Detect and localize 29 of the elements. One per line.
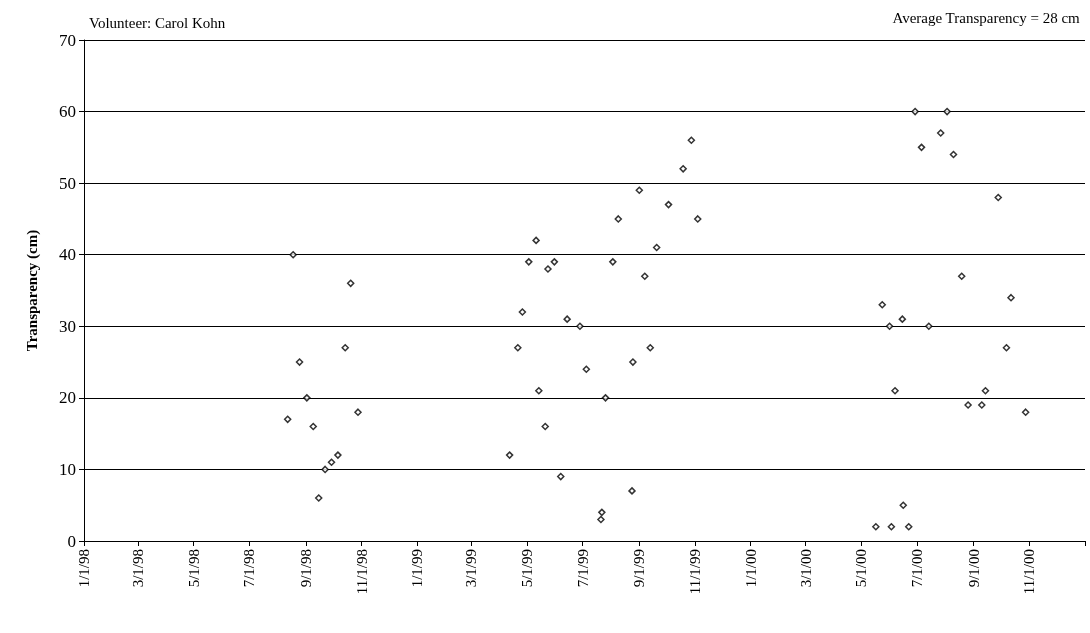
y-tick-label: 40 [59, 245, 76, 265]
y-tick-label: 10 [59, 459, 76, 479]
y-tick-label: 20 [59, 388, 76, 408]
x-tick-label: 1/1/99 [409, 549, 426, 588]
text: Average Transparency = 28 cm [892, 9, 1081, 26]
x-tick-label: 1/1/98 [76, 549, 92, 588]
chart-title: Volunteer: Carol Kohn [89, 14, 226, 31]
y-tick-label: 0 [67, 531, 76, 551]
y-tick-label: 60 [59, 102, 76, 122]
x-tick-label: 7/1/99 [574, 549, 591, 588]
x-tick-label: 3/1/99 [463, 549, 480, 588]
y-tick-label: 70 [59, 30, 76, 50]
x-tick-label: 7/1/98 [241, 549, 258, 588]
x-tick-label: 11/1/00 [1021, 549, 1038, 595]
y-tick-label: 30 [59, 316, 76, 336]
x-tick-label: 9/1/98 [297, 549, 314, 588]
x-tick-label: 1/1/00 [742, 549, 759, 588]
x-tick-label: 11/1/99 [687, 549, 704, 595]
x-tick-label: 5/1/99 [518, 549, 535, 588]
x-tick-label: 3/1/98 [129, 549, 146, 588]
x-tick-label: 11/1/98 [353, 549, 370, 595]
x-tick-label: 3/1/00 [797, 549, 814, 588]
x-tick-label: 9/1/00 [965, 549, 982, 588]
y-axis-title: Transparency (cm) [23, 229, 41, 352]
x-tick-label: 5/1/98 [185, 549, 202, 588]
x-tick-label: 9/1/99 [631, 549, 648, 588]
x-tick-label: 7/1/00 [908, 549, 925, 588]
x-tick-label: 5/1/00 [853, 549, 870, 588]
y-tick-label: 50 [59, 173, 76, 193]
